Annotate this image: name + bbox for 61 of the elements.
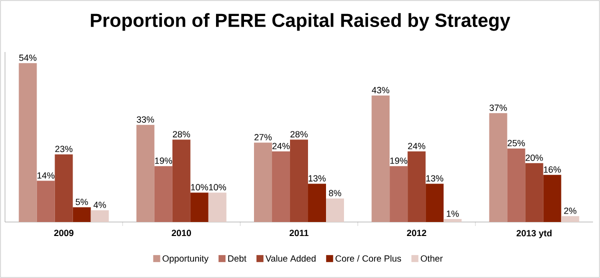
bar	[561, 216, 580, 222]
bar	[390, 166, 408, 222]
bar	[72, 207, 91, 222]
bar	[190, 192, 208, 222]
data-label: 24%	[408, 142, 426, 150]
legend-label: Opportunity	[162, 255, 209, 264]
data-label: 33%	[136, 116, 154, 123]
data-label: 19%	[155, 158, 172, 164]
data-label: 20%	[526, 154, 543, 161]
bar	[543, 174, 562, 222]
data-label: 19%	[390, 158, 408, 164]
data-label: 28%	[290, 131, 308, 138]
data-label: 13%	[308, 175, 326, 182]
x-tick-label: 2011	[290, 230, 308, 236]
bar	[489, 113, 508, 222]
chart-title: Proportion of PERE Capital Raised by Strategy	[90, 13, 510, 31]
data-label: 8%	[328, 190, 342, 196]
data-label: 24%	[272, 142, 290, 150]
bar	[36, 180, 55, 222]
legend-label: Debt	[228, 255, 246, 262]
x-tick-label: 2012	[406, 230, 426, 236]
data-label: 43%	[372, 86, 390, 94]
legend-label: Value Added	[266, 255, 316, 262]
data-label: 25%	[508, 140, 525, 146]
data-label: 16%	[544, 166, 561, 173]
data-label: 5%	[76, 198, 88, 206]
legend-label: Other	[420, 255, 443, 262]
bar	[18, 63, 37, 222]
data-label: 14%	[38, 172, 54, 179]
data-label: 23%	[55, 146, 72, 152]
bar	[254, 142, 272, 222]
data-label: 13%	[426, 175, 444, 182]
bar	[90, 210, 109, 222]
data-label: 1%	[446, 210, 459, 217]
bar	[172, 140, 190, 222]
bar	[308, 184, 326, 222]
x-tick-label: 2010	[172, 230, 192, 236]
bar	[507, 148, 526, 222]
data-label: 37%	[490, 104, 507, 111]
data-label: 27%	[254, 134, 272, 140]
x-tick-label: 2013 ytd	[516, 230, 552, 238]
bar	[208, 192, 226, 222]
bar	[54, 154, 73, 222]
bar	[372, 95, 390, 222]
x-tick-label: 2009	[54, 230, 74, 236]
data-label: 10%	[209, 184, 226, 190]
bar	[326, 198, 344, 222]
bar	[525, 163, 544, 222]
bar	[426, 184, 444, 222]
bar	[272, 151, 290, 222]
data-label: 54%	[19, 54, 36, 61]
bar	[154, 166, 172, 222]
legend-label: Core / Core Plus	[336, 255, 402, 262]
bar	[444, 219, 462, 222]
data-label: 10%	[191, 184, 208, 190]
bar	[290, 140, 308, 222]
bar	[408, 151, 426, 222]
data-label: 28%	[172, 131, 190, 138]
data-label: 2%	[564, 208, 576, 214]
data-label: 4%	[94, 202, 106, 208]
bar	[136, 124, 154, 222]
